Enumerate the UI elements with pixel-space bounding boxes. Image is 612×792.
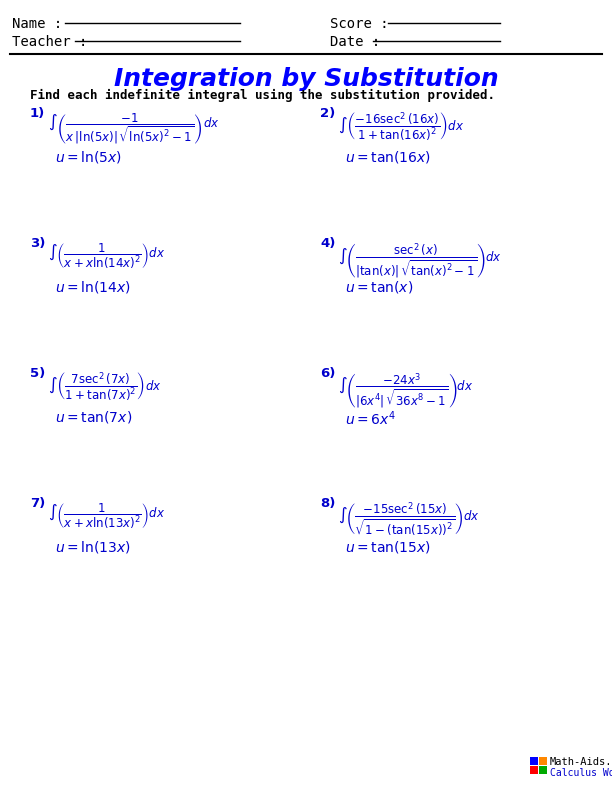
Text: 6): 6): [320, 367, 335, 380]
Text: $\int \left(\dfrac{-15\sec^2(15x)}{\sqrt{1-(\tan(15x))^2}}\right)dx$: $\int \left(\dfrac{-15\sec^2(15x)}{\sqrt…: [338, 501, 480, 539]
Bar: [530, 766, 538, 774]
Text: 8): 8): [320, 497, 335, 510]
Text: $\int \left(\dfrac{1}{x + x\ln(14x)^2}\right)dx$: $\int \left(\dfrac{1}{x + x\ln(14x)^2}\r…: [48, 241, 165, 270]
Bar: [539, 766, 547, 774]
Bar: [539, 757, 547, 765]
Text: Date :: Date :: [330, 35, 380, 49]
Text: Name :: Name :: [12, 17, 62, 31]
Text: $\int \left(\dfrac{-1}{x\,|\ln(5x)|\,\sqrt{\ln(5x)^2-1}}\right)dx$: $\int \left(\dfrac{-1}{x\,|\ln(5x)|\,\sq…: [48, 111, 220, 146]
Bar: [530, 757, 538, 765]
Text: Teacher :: Teacher :: [12, 35, 88, 49]
Text: $\int \left(\dfrac{-16\sec^2(16x)}{1+\tan(16x)^2}\right)dx$: $\int \left(\dfrac{-16\sec^2(16x)}{1+\ta…: [338, 111, 465, 144]
Text: Find each indefinite integral using the substitution provided.: Find each indefinite integral using the …: [30, 89, 495, 102]
Text: $u = \tan(15x)$: $u = \tan(15x)$: [345, 539, 431, 555]
Text: $u = \tan(16x)$: $u = \tan(16x)$: [345, 149, 431, 165]
Text: 4): 4): [320, 237, 335, 250]
Text: $u = \ln(5x)$: $u = \ln(5x)$: [55, 149, 122, 165]
Text: 1): 1): [30, 107, 45, 120]
Text: $u = \tan(7x)$: $u = \tan(7x)$: [55, 409, 132, 425]
Text: Integration by Substitution: Integration by Substitution: [114, 67, 498, 91]
Text: $u = \tan(x)$: $u = \tan(x)$: [345, 279, 413, 295]
Text: $u = \ln(13x)$: $u = \ln(13x)$: [55, 539, 131, 555]
Text: 5): 5): [30, 367, 45, 380]
Text: 2): 2): [320, 107, 335, 120]
Text: $\int \left(\dfrac{-24x^3}{|6x^4|\,\sqrt{36x^8-1}}\right)dx$: $\int \left(\dfrac{-24x^3}{|6x^4|\,\sqrt…: [338, 371, 474, 409]
Text: 3): 3): [30, 237, 45, 250]
Text: Math-Aids.Com: Math-Aids.Com: [550, 757, 612, 767]
Text: $\int \left(\dfrac{7\sec^2(7x)}{1+\tan(7x)^2}\right)dx$: $\int \left(\dfrac{7\sec^2(7x)}{1+\tan(7…: [48, 371, 162, 405]
Text: 7): 7): [30, 497, 45, 510]
Text: Calculus Worksheets: Calculus Worksheets: [550, 768, 612, 778]
Text: $\int \left(\dfrac{1}{x + x\ln(13x)^2}\right)dx$: $\int \left(\dfrac{1}{x + x\ln(13x)^2}\r…: [48, 501, 165, 530]
Text: $u = 6x^4$: $u = 6x^4$: [345, 409, 396, 428]
Text: $\int \left(\dfrac{\sec^2(x)}{|\tan(x)|\,\sqrt{\tan(x)^2-1}}\right)dx$: $\int \left(\dfrac{\sec^2(x)}{|\tan(x)|\…: [338, 241, 502, 280]
Text: Score :: Score :: [330, 17, 389, 31]
Text: $u = \ln(14x)$: $u = \ln(14x)$: [55, 279, 131, 295]
